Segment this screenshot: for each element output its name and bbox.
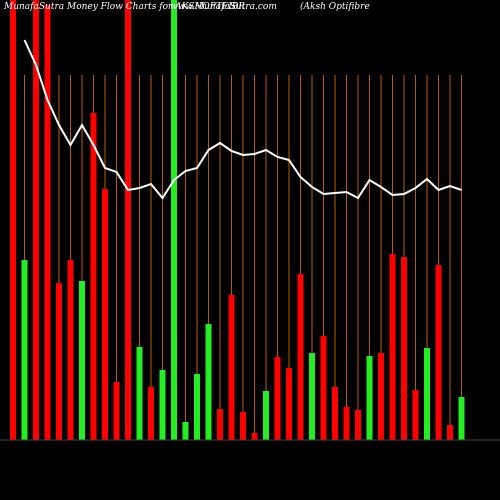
bar (182, 422, 189, 440)
bar (424, 348, 430, 440)
bar (90, 113, 97, 440)
bar (458, 397, 465, 440)
bar (102, 189, 108, 440)
bar (309, 353, 315, 440)
bar (67, 260, 74, 440)
bar (194, 374, 200, 440)
bar (389, 254, 396, 440)
bar (159, 370, 166, 440)
bar (79, 281, 85, 440)
bar (366, 356, 373, 440)
subtitle: (Aksh Optifibre (300, 1, 370, 12)
bar (148, 387, 154, 440)
bar (286, 368, 292, 440)
bar (113, 382, 120, 440)
bar (205, 324, 212, 440)
plot (0, 0, 500, 441)
bar (44, 5, 51, 440)
flow-line (23, 39, 462, 200)
chart-title: MunafaSutra Money Flow Charts for AKSHOP… (3, 2, 245, 12)
bar (412, 390, 419, 440)
bar (320, 336, 327, 440)
bar (401, 257, 407, 440)
bar (228, 295, 235, 440)
bar (56, 283, 62, 440)
bar (171, 0, 177, 440)
bar (355, 410, 361, 440)
bar (332, 387, 338, 440)
bar (217, 409, 223, 440)
bar (33, 0, 39, 440)
bar (10, 0, 16, 440)
bar (274, 357, 281, 440)
bar (251, 433, 258, 440)
bar (125, 0, 131, 440)
bar (263, 391, 269, 440)
bar (435, 265, 442, 440)
bar (447, 425, 453, 440)
bar (378, 353, 384, 440)
bar (136, 347, 143, 440)
bar (240, 412, 246, 440)
bar (21, 260, 28, 440)
bar (343, 407, 350, 440)
bar (297, 274, 304, 440)
site: www.MunafaSutra.com (170, 2, 277, 12)
